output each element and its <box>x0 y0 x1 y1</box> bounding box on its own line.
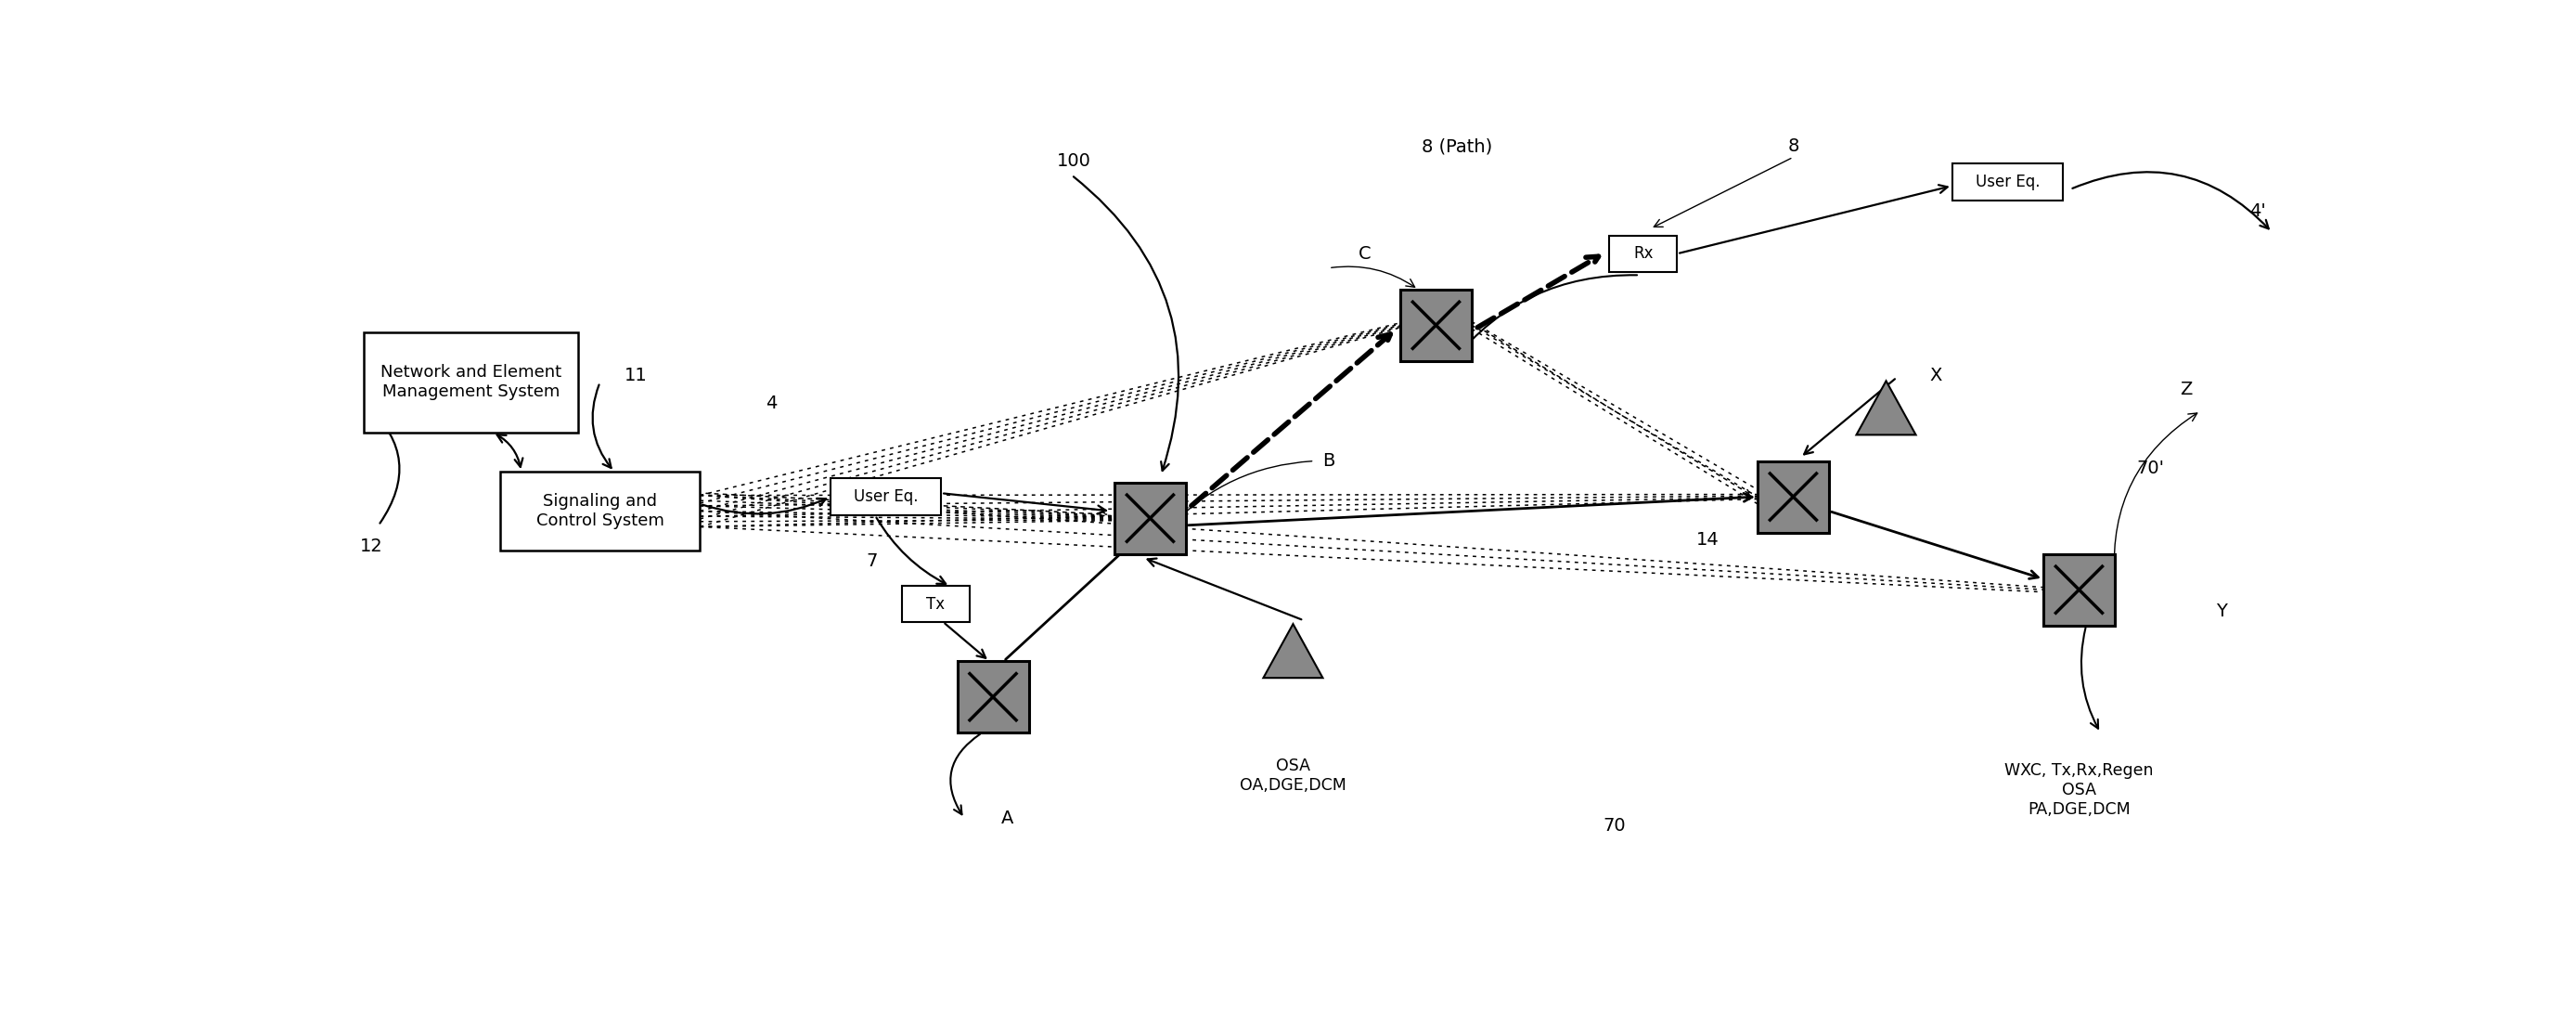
Bar <box>1401 290 1471 360</box>
Bar <box>1953 164 2063 201</box>
Text: 12: 12 <box>361 538 384 556</box>
Text: 7: 7 <box>866 552 878 570</box>
Text: Y: Y <box>2215 602 2228 620</box>
Text: X: X <box>1929 367 1942 384</box>
Text: 11: 11 <box>623 367 647 384</box>
Bar <box>958 662 1028 732</box>
Bar <box>363 333 580 432</box>
Text: Network and Element
Management System: Network and Element Management System <box>381 365 562 400</box>
Bar <box>902 586 969 622</box>
Text: A: A <box>1002 810 1012 827</box>
Text: OSA
OA,DGE,DCM: OSA OA,DGE,DCM <box>1239 758 1347 794</box>
Bar <box>829 478 940 515</box>
Text: 4': 4' <box>2249 202 2267 219</box>
Text: 100: 100 <box>1056 152 1092 170</box>
Text: B: B <box>1321 453 1334 470</box>
Text: Z: Z <box>2179 381 2192 398</box>
Bar <box>1115 482 1185 554</box>
Text: Rx: Rx <box>1633 246 1654 262</box>
Text: User Eq.: User Eq. <box>853 488 917 505</box>
Bar <box>1610 236 1677 271</box>
Bar <box>500 472 701 550</box>
Bar <box>1757 461 1829 532</box>
Polygon shape <box>1262 624 1321 678</box>
Bar <box>2043 554 2115 626</box>
Text: 8: 8 <box>1788 137 1798 156</box>
Text: 4: 4 <box>765 395 778 413</box>
Text: User Eq.: User Eq. <box>1976 174 2040 190</box>
Text: Tx: Tx <box>927 596 945 612</box>
Text: Signaling and
Control System: Signaling and Control System <box>536 493 665 529</box>
Text: 70: 70 <box>1602 817 1625 835</box>
Polygon shape <box>1857 381 1917 435</box>
Text: 8 (Path): 8 (Path) <box>1422 137 1492 156</box>
Text: 14: 14 <box>1695 530 1718 549</box>
Text: 70': 70' <box>2136 460 2164 477</box>
Text: C: C <box>1358 245 1370 262</box>
Text: WXC, Tx,Rx,Regen
OSA
PA,DGE,DCM: WXC, Tx,Rx,Regen OSA PA,DGE,DCM <box>2004 762 2154 817</box>
